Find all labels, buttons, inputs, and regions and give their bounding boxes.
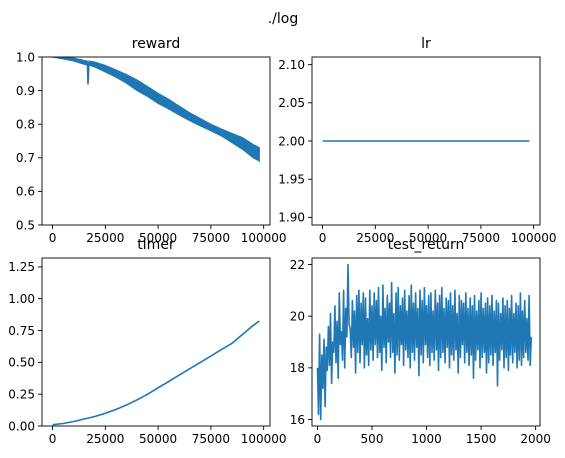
x-tick-label: 25000 xyxy=(86,231,124,245)
y-tick-label: 0.8 xyxy=(16,118,35,132)
y-tick-label: 0.25 xyxy=(8,387,35,401)
y-tick-label: 1.95 xyxy=(278,172,305,186)
y-tick-label: 1.0 xyxy=(16,50,35,64)
x-tick-label: 0 xyxy=(314,432,322,446)
subplot-title: lr xyxy=(421,36,431,52)
x-tick-label: 1500 xyxy=(466,432,497,446)
y-tick-label: 0.9 xyxy=(16,84,35,98)
series-group xyxy=(52,320,260,426)
y-tick-label: 16 xyxy=(290,413,305,427)
x-tick-label: 100000 xyxy=(241,231,287,245)
y-tick-label: 18 xyxy=(290,361,305,375)
x-tick-label: 25000 xyxy=(356,231,394,245)
x-tick-label: 0 xyxy=(319,231,327,245)
y-tick-label: 20 xyxy=(290,309,305,323)
series-line xyxy=(52,57,260,156)
subplot-title: test_return xyxy=(388,237,465,253)
y-tick-label: 1.90 xyxy=(278,211,305,225)
y-tick-label: 1.25 xyxy=(8,260,35,274)
subplot-title: reward xyxy=(132,36,181,52)
subplot-reward: reward 0 25000 50000 75000 100000 0.5 0.6 0.7 0.8… xyxy=(16,36,287,245)
y-tick-label: 1.00 xyxy=(8,292,35,306)
x-tick-label: 0 xyxy=(49,231,57,245)
y-tick-label: 0.7 xyxy=(16,151,35,165)
axes-frame xyxy=(311,257,541,427)
x-tick-label: 0 xyxy=(49,432,57,446)
y-tick-label: 0.00 xyxy=(8,419,35,433)
series-group xyxy=(316,263,533,421)
y-tick-label: 0.50 xyxy=(8,356,35,370)
series-line xyxy=(316,263,533,421)
x-tick-label: 1000 xyxy=(411,432,442,446)
y-tick-label: 22 xyxy=(290,258,305,272)
y-tick-label: 0.75 xyxy=(8,324,35,338)
figure-suptitle: ./log xyxy=(268,11,299,27)
x-tick-label: 75000 xyxy=(462,231,500,245)
subplot-timer: timer 0 25000 50000 75000 100000 0.00 0.25 0.50 0… xyxy=(8,237,286,446)
x-tick-label: 500 xyxy=(361,432,384,446)
y-tick-label: 2.10 xyxy=(278,58,305,72)
x-tick-label: 2000 xyxy=(520,432,551,446)
x-tick-label: 25000 xyxy=(86,432,124,446)
subplot-lr: lr 0 25000 50000 75000 100000 1.90 1.95 2.00 2.05… xyxy=(278,36,556,245)
x-tick-label: 75000 xyxy=(192,432,230,446)
subplot-test-return: test_return 0 500 1000 1500 2000 16 18 20 22 xyxy=(290,237,551,446)
x-tick-label: 100000 xyxy=(241,432,287,446)
series-group xyxy=(52,57,260,163)
y-tick-label: 0.6 xyxy=(16,185,35,199)
axes-frame xyxy=(41,56,271,226)
axes-frame xyxy=(41,257,271,427)
subplot-title: timer xyxy=(137,237,175,253)
series-line xyxy=(52,320,260,426)
x-tick-label: 75000 xyxy=(192,231,230,245)
x-tick-label: 50000 xyxy=(409,231,447,245)
y-tick-label: 2.05 xyxy=(278,96,305,110)
series-band xyxy=(52,57,260,163)
x-tick-label: 100000 xyxy=(511,231,557,245)
y-tick-label: 0.5 xyxy=(16,218,35,232)
y-tick-label: 2.00 xyxy=(278,134,305,148)
x-tick-label: 50000 xyxy=(139,231,177,245)
x-tick-label: 50000 xyxy=(139,432,177,446)
